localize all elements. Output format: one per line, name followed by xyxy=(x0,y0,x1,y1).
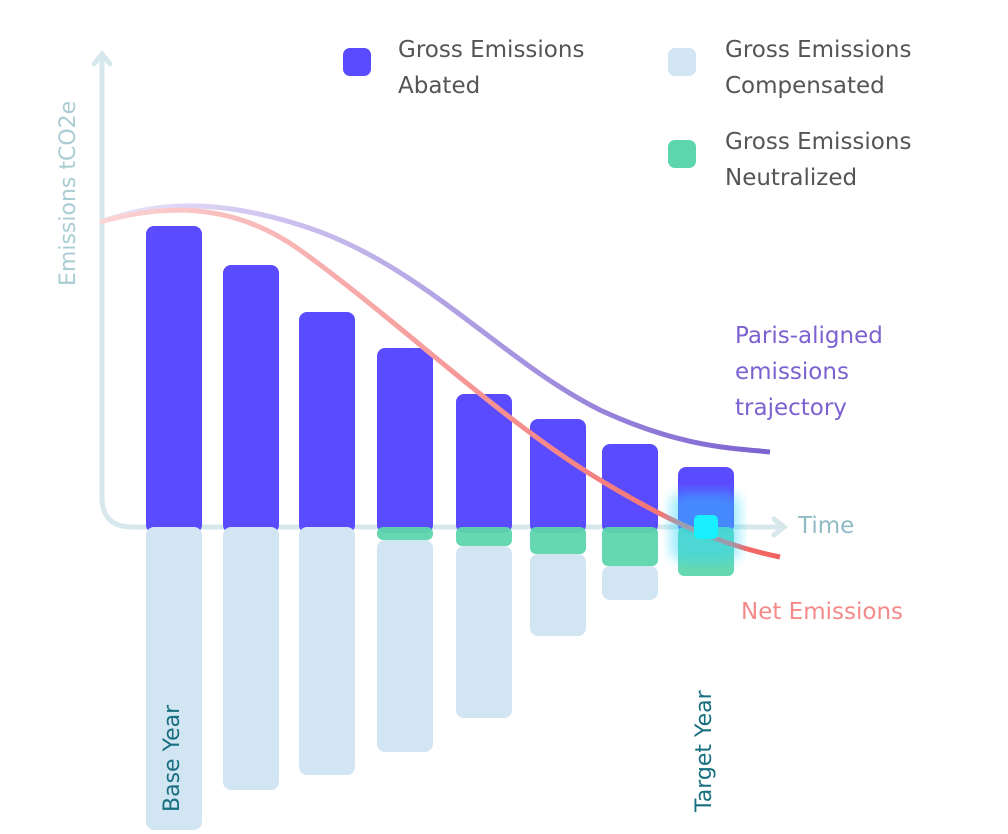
x-axis-label: Time xyxy=(798,513,855,539)
bar-compensated xyxy=(530,554,586,636)
legend-swatch xyxy=(668,140,696,168)
bar-abated xyxy=(223,265,279,533)
legend-swatch xyxy=(668,48,696,76)
legend-label: Gross Emissions Compensated xyxy=(725,37,912,99)
axis xyxy=(91,49,789,538)
legend-label: Gross Emissions Neutralized xyxy=(725,129,912,191)
legend-swatch xyxy=(343,48,371,76)
paris-trajectory xyxy=(99,203,771,455)
bar-compensated xyxy=(146,527,202,830)
bar-compensated xyxy=(299,527,355,775)
legend-label: Gross Emissions Abated xyxy=(398,37,585,99)
bar-compensated xyxy=(223,527,279,790)
bar-abated xyxy=(602,444,658,533)
target-marker xyxy=(694,515,718,539)
bar-abated xyxy=(377,348,433,533)
bar-abated xyxy=(530,419,586,533)
bar-compensated xyxy=(456,546,512,718)
annotation: Paris-aligned emissions trajectory xyxy=(735,323,883,421)
bar-abated xyxy=(146,226,202,533)
bar-neutralized xyxy=(530,527,586,554)
bar-neutralized xyxy=(602,527,658,566)
bar-abated xyxy=(456,394,512,533)
annotation: Net Emissions xyxy=(741,599,903,625)
bar-neutralized xyxy=(456,527,512,546)
x-tick-label: Base Year xyxy=(160,704,185,812)
x-tick-label: Target Year xyxy=(692,690,717,812)
bar-abated xyxy=(299,312,355,533)
bar-compensated xyxy=(377,540,433,752)
bar-neutralized xyxy=(377,527,433,540)
y-axis-label: Emissions tCO2e xyxy=(56,100,81,286)
bar-compensated xyxy=(602,566,658,600)
